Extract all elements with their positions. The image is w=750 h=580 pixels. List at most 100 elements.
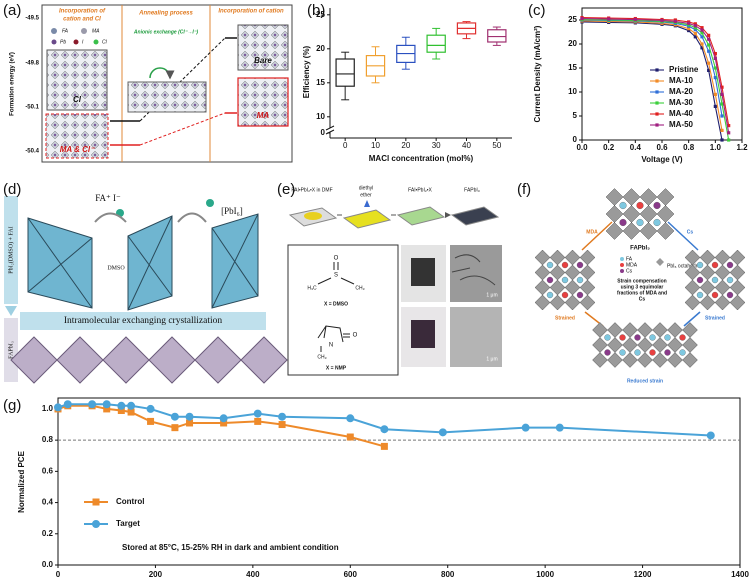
substrate — [396, 206, 446, 226]
y-axis-title: Efficiency (%) — [302, 45, 311, 98]
y-tick-label: 10 — [568, 87, 577, 96]
panel-f: FAPbI₃ MDA Cs FA MDA Cs PbI₆ octahedra S… — [534, 188, 746, 384]
point — [700, 42, 704, 46]
octahedra-sheet — [127, 215, 173, 311]
octahedron — [534, 294, 551, 311]
crystal — [127, 81, 207, 113]
a-site — [576, 261, 584, 269]
a-site — [653, 218, 661, 227]
arrow — [667, 221, 699, 251]
atom: CH₃ — [355, 285, 364, 291]
header: Incorporation of — [59, 9, 106, 15]
crystal — [237, 77, 289, 127]
y-axis-title: Formation energy (eV) — [10, 52, 16, 116]
point — [655, 101, 659, 105]
point — [706, 431, 715, 440]
a-site — [726, 261, 734, 269]
octahedron — [639, 205, 658, 223]
x-tick-label: 0 — [343, 141, 348, 150]
point — [633, 17, 637, 22]
octahedron — [714, 294, 731, 311]
point — [92, 520, 100, 528]
octahedron — [699, 249, 716, 266]
point — [727, 124, 731, 128]
point — [720, 138, 724, 142]
point — [117, 401, 126, 410]
octahedron — [656, 222, 675, 240]
octahedron — [605, 188, 624, 206]
octahedra-label: [PbI₆] — [221, 206, 243, 216]
panel-label: (e) — [277, 181, 295, 198]
legend-text: Cl — [102, 39, 108, 45]
legend-text: FA — [62, 28, 69, 34]
atom: O — [334, 256, 339, 262]
legend-text: MA-30 — [669, 98, 694, 107]
point — [655, 68, 659, 72]
note: using 3 equimolar — [621, 284, 664, 290]
legend-icon — [93, 39, 99, 45]
octahedra-sheet — [211, 213, 259, 309]
x-tick-label: 200 — [149, 570, 163, 579]
a-site — [561, 276, 569, 284]
x-tick-label: 10 — [371, 141, 380, 150]
atom: N — [329, 343, 333, 349]
octahedron — [605, 205, 624, 223]
octahedron — [148, 336, 196, 384]
stage-arrow — [5, 306, 17, 316]
panel-d: PbI₂(DMSO) + FAI FAPbI₃ FA⁺ I⁻ [PbI₆] DM… — [4, 193, 266, 382]
a-site — [561, 291, 569, 299]
octahedron — [684, 294, 701, 311]
legend-text: Pb — [60, 39, 66, 45]
point — [346, 414, 355, 423]
point — [660, 18, 664, 23]
header: Incorporation of cation — [218, 9, 284, 15]
process-label: Intramolecular exchanging crystallizatio… — [64, 316, 223, 326]
crystal — [237, 24, 289, 71]
legend-text: Pristine — [669, 65, 699, 74]
a-site — [546, 276, 554, 284]
octahedron — [579, 294, 596, 311]
point — [655, 79, 659, 83]
point — [700, 35, 704, 39]
point — [146, 404, 155, 413]
a-site — [546, 291, 554, 299]
box — [487, 29, 507, 43]
series-line — [581, 17, 730, 126]
x-tick-label: 400 — [246, 570, 260, 579]
a-site — [679, 349, 686, 356]
y-tick-label: 25 — [568, 15, 577, 24]
octahedron — [622, 222, 641, 240]
x-axis-title: Voltage (V) — [641, 155, 683, 164]
octahedron — [699, 264, 716, 281]
point — [713, 52, 717, 56]
point — [720, 114, 724, 118]
point — [346, 433, 354, 441]
series-line — [581, 18, 730, 141]
droplet — [304, 212, 322, 220]
film — [411, 258, 435, 286]
octahedron — [622, 337, 638, 353]
octahedron — [729, 264, 746, 281]
box — [335, 58, 355, 87]
octahedron — [699, 294, 716, 311]
panel-label: (d) — [3, 181, 21, 198]
point — [63, 400, 72, 409]
a-site — [696, 291, 704, 299]
point — [713, 66, 717, 70]
octahedron — [652, 352, 668, 368]
legend-text: FA — [626, 256, 633, 262]
y-tick-label: 15 — [568, 63, 577, 72]
octahedron — [684, 279, 701, 296]
point — [707, 37, 711, 41]
octahedron — [56, 336, 104, 384]
y-tick-label: -49.8 — [25, 61, 39, 67]
point — [727, 131, 731, 135]
y-tick-label: 0 — [321, 128, 326, 137]
y-tick-label: -49.5 — [25, 16, 39, 22]
panel-label: (f) — [517, 181, 531, 198]
a-site — [696, 261, 704, 269]
a-site — [649, 334, 656, 341]
a-site — [664, 334, 671, 341]
octahedron — [549, 264, 566, 281]
